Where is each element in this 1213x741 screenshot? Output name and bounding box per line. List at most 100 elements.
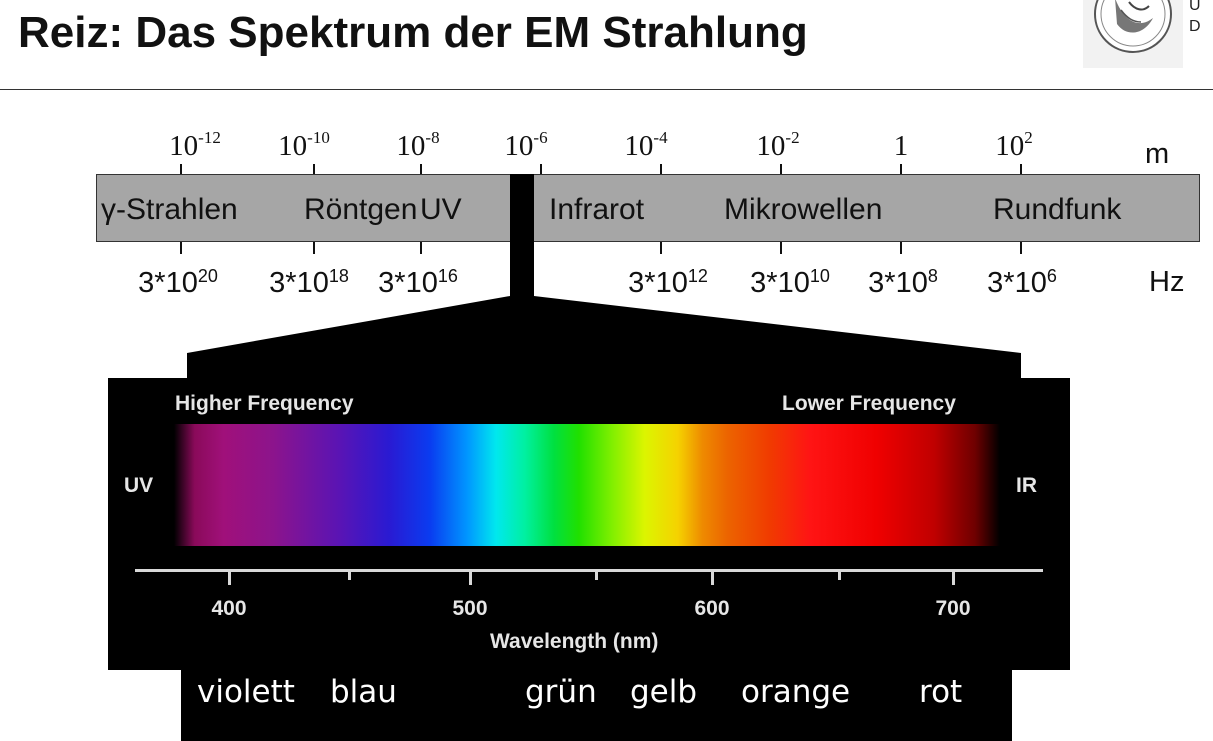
- university-logo: U D: [1083, 0, 1213, 68]
- wavelength-label: 102: [995, 128, 1033, 163]
- wavelength-label: 10-8: [396, 128, 440, 163]
- logo-text-line1: U: [1189, 0, 1201, 14]
- color-name-yellow: gelb: [630, 674, 698, 710]
- band-gamma: γ-Strahlen: [101, 193, 238, 226]
- wavelength-exponent: -2: [785, 128, 800, 147]
- slide-title: Reiz: Das Spektrum der EM Strahlung: [18, 8, 808, 57]
- wavelength-tick: [660, 164, 662, 176]
- lower-frequency-label: Lower Frequency: [782, 392, 956, 415]
- visible-spectrum-gradient: [174, 424, 1000, 546]
- frequency-tick: [313, 242, 315, 254]
- wavelength-tick: [900, 164, 902, 176]
- frequency-tick: [900, 242, 902, 254]
- frequency-label: 3*1016: [378, 266, 458, 300]
- wavelength-tick: [313, 164, 315, 176]
- axis-tick: [469, 571, 472, 585]
- color-name-red: rot: [919, 674, 963, 710]
- wavelength-label: 10-10: [278, 128, 330, 163]
- band-microwaves: Mikrowellen: [724, 193, 883, 226]
- wavelength-label: 10-12: [169, 128, 221, 163]
- higher-frequency-label: Higher Frequency: [175, 392, 354, 415]
- frequency-tick: [420, 242, 422, 254]
- axis-tick-label: 500: [452, 597, 488, 620]
- wavelength-base: 10: [169, 130, 199, 162]
- band-xray: Röntgen: [304, 193, 418, 226]
- wavelength-axis-line: [135, 569, 1043, 572]
- wavelength-unit: m: [1145, 138, 1170, 170]
- wavelength-exponent: -10: [307, 128, 330, 147]
- axis-tick: [711, 571, 714, 585]
- color-name-blue: blau: [330, 674, 397, 710]
- band-radio: Rundfunk: [993, 193, 1122, 226]
- title-divider: [0, 89, 1213, 90]
- frequency-base: 3*10: [378, 267, 438, 299]
- band-infrared: Infrarot: [549, 193, 645, 226]
- band-uv: UV: [420, 193, 462, 226]
- wavelength-tick: [180, 164, 182, 176]
- athena-seal-icon: [1083, 0, 1183, 68]
- frequency-label: 3*108: [868, 266, 938, 300]
- ir-label: IR: [1016, 474, 1037, 497]
- frequency-exponent: 10: [809, 266, 830, 286]
- axis-minor-tick: [838, 571, 841, 580]
- frequency-tick: [1020, 242, 1022, 254]
- frequency-label: 3*106: [987, 266, 1057, 300]
- axis-tick: [228, 571, 231, 585]
- frequency-label: 3*1018: [269, 266, 349, 300]
- wavelength-exponent: -8: [425, 128, 440, 147]
- frequency-base: 3*10: [269, 267, 329, 299]
- axis-tick: [952, 571, 955, 585]
- wavelength-base: 10: [995, 130, 1025, 162]
- axis-tick-label: 700: [935, 597, 971, 620]
- axis-minor-tick: [348, 571, 351, 580]
- logo-text-line2: D: [1189, 18, 1201, 35]
- frequency-exponent: 16: [437, 266, 458, 286]
- frequency-exponent: 8: [927, 266, 938, 286]
- frequency-base: 3*10: [750, 267, 810, 299]
- wavelength-exponent: -12: [198, 128, 221, 147]
- color-name-violet: violett: [197, 674, 295, 710]
- axis-tick-label: 600: [694, 597, 730, 620]
- wavelength-base: 10: [624, 130, 654, 162]
- wavelength-exponent: -4: [653, 128, 668, 147]
- wavelength-axis-title: Wavelength (nm): [490, 630, 659, 653]
- frequency-exponent: 12: [687, 266, 708, 286]
- frequency-base: 3*10: [138, 267, 198, 299]
- wavelength-tick: [780, 164, 782, 176]
- frequency-exponent: 6: [1046, 266, 1057, 286]
- wavelength-label: 1: [894, 130, 909, 163]
- wavelength-exponent: 2: [1024, 128, 1033, 147]
- frequency-base: 3*10: [868, 267, 928, 299]
- uv-label: UV: [124, 474, 154, 497]
- wavelength-base: 10: [756, 130, 786, 162]
- axis-tick-label: 400: [211, 597, 247, 620]
- wavelength-label: 10-2: [756, 128, 800, 163]
- wavelength-base: 1: [893, 130, 909, 162]
- frequency-unit: Hz: [1149, 266, 1185, 298]
- wavelength-base: 10: [396, 130, 426, 162]
- frequency-label: 3*1012: [628, 266, 708, 300]
- color-name-green: grün: [525, 674, 597, 710]
- wavelength-label: 10-6: [504, 128, 548, 163]
- frequency-exponent: 18: [328, 266, 349, 286]
- em-spectrum-bar: [96, 174, 1200, 242]
- wavelength-tick: [540, 164, 542, 176]
- wavelength-label: 10-4: [624, 128, 668, 163]
- wavelength-tick: [1020, 164, 1022, 176]
- frequency-label: 3*1020: [138, 266, 218, 300]
- frequency-base: 3*10: [628, 267, 688, 299]
- wavelength-exponent: -6: [533, 128, 548, 147]
- frequency-tick: [780, 242, 782, 254]
- frequency-label: 3*1010: [750, 266, 830, 300]
- color-names-panel: [181, 669, 1012, 741]
- frequency-exponent: 20: [197, 266, 218, 286]
- color-name-orange: orange: [741, 674, 851, 710]
- wavelength-base: 10: [504, 130, 534, 162]
- wavelength-base: 10: [278, 130, 308, 162]
- frequency-tick: [180, 242, 182, 254]
- wavelength-tick: [420, 164, 422, 176]
- frequency-base: 3*10: [987, 267, 1047, 299]
- axis-minor-tick: [595, 571, 598, 580]
- frequency-tick: [660, 242, 662, 254]
